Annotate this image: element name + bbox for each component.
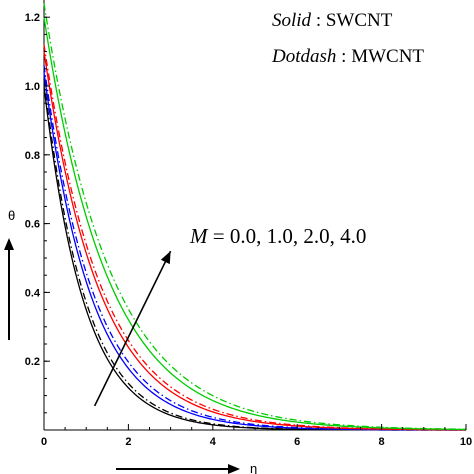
y-tick-label: 0.4 [25,287,41,299]
y-tick-label: 0.2 [25,356,40,368]
series-line-M0_0-dotdash [43,79,467,431]
x-axis-label: η [250,461,257,474]
x-tick-label: 2 [125,436,131,448]
legend: Solid : SWCNT Dotdash : MWCNT [271,10,424,67]
annotation-text: M = 0.0, 1.0, 2.0, 4.0 [189,224,366,248]
tick-layer: 0 2 4 6 8 10 0.2 0.4 0.6 0.8 1.0 1.2 [25,12,472,448]
annotation-arrow-shaft [93,250,172,407]
legend-dotdash-style: Dotdash [271,46,336,67]
y-tick-label: 0.8 [25,150,40,162]
x-tick-label: 8 [379,436,385,448]
legend-dotdash-entry: Dotdash : MWCNT [271,46,424,67]
legend-solid-style: Solid [272,10,312,31]
x-tick-label: 10 [460,436,472,448]
legend-solid-entry: Solid : SWCNT [272,10,393,31]
y-axis-arrow-head [4,238,14,250]
legend-solid-sep: : [311,10,326,31]
series-line-M1_0-solid [43,72,467,431]
series-layer [43,3,467,431]
annotation-arrow-layer [93,250,172,407]
x-tick-label: 0 [41,436,47,448]
y-axis-label: θ [8,208,15,223]
annotation-arrow-head [160,251,171,265]
series-line-M2_0-dotdash [43,44,467,431]
legend-dotdash-label: MWCNT [351,46,424,67]
x-tick-label: 6 [294,436,300,448]
annotation-values: = 0.0, 1.0, 2.0, 4.0 [208,224,367,248]
y-tick-label: 0.6 [25,219,40,231]
x-axis-arrow-head [228,464,240,474]
legend-dotdash-sep: : [336,46,351,67]
x-tick-label: 4 [210,436,217,448]
series-line-M4_0-dotdash [43,3,467,430]
y-tick-label: 1.0 [25,81,40,93]
y-tick-label: 1.2 [25,12,40,24]
annotation-symbol: M [189,224,209,248]
legend-solid-label: SWCNT [326,10,393,31]
